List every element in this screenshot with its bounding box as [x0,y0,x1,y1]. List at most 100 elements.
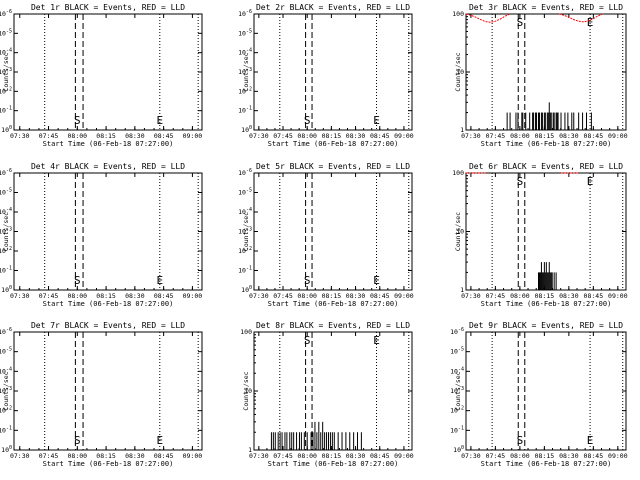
x-tick-label: 08:30 [559,452,579,460]
x-tick-label: 07:45 [486,452,506,460]
y-tick-label: 10-1 [450,425,464,434]
x-tick-label: 07:30 [249,292,269,300]
y-axis-label: Counts/sec [242,212,250,251]
plot-frame [13,13,203,131]
y-tick-label: 100 [1,125,12,134]
marker-s: S [517,434,524,447]
y-tick-label: 10 [456,68,464,76]
x-tick-label: 07:30 [249,452,269,460]
x-tick-label: 09:00 [608,292,628,300]
x-tick-label: 08:00 [297,292,317,300]
x-tick-label: 07:30 [10,452,30,460]
y-tick-label: 10 [244,387,252,395]
lld-curve [465,13,511,23]
x-tick-label: 08:15 [322,452,342,460]
marker-e: E [587,434,594,447]
y-axis-label: Counts/sec [454,52,462,91]
y-tick-label: 10-1 [238,106,252,115]
panel-det-3: Det 3r BLACK = Events, RED = LLD 07:30 07:… [452,3,627,148]
marker-s: S [517,175,524,188]
y-tick-label: 10-4 [238,207,252,216]
x-tick-label: 08:00 [68,132,88,140]
y-tick-label: 100 [241,285,252,294]
x-tick-label: 07:30 [10,292,30,300]
x-tick-label: 08:00 [510,452,530,460]
y-tick-label: 10-6 [450,327,464,336]
plot-frame [253,172,413,291]
plot-frame [465,13,627,131]
y-tick-label: 10-5 [238,188,252,197]
y-tick-label: 10-3 [238,227,252,236]
y-tick-label: 100 [1,285,12,294]
y-axis-label: Counts/sec [2,371,10,410]
marker-e: E [156,114,163,127]
panel-det-9: Det 9r BLACK = Events, RED = LLD 07:30 07:… [450,321,628,468]
y-tick-label: 10 [456,228,464,236]
panel-title: Det 1r BLACK = Events, RED = LLD [31,3,185,12]
y-tick-label: 1 [460,126,464,134]
y-tick-label: 10-1 [0,425,12,434]
y-tick-label: 10-3 [450,386,464,395]
x-tick-label: 08:45 [584,452,604,460]
marker-s: S [74,274,81,287]
x-tick-label: 09:00 [183,292,203,300]
x-tick-label: 08:15 [96,292,116,300]
x-tick-label: 08:45 [154,132,174,140]
marker-s: S [304,274,311,287]
x-tick-label: 09:00 [394,452,414,460]
y-tick-label: 10-2 [238,246,252,255]
y-tick-label: 1 [460,286,464,294]
x-tick-label: 08:00 [68,292,88,300]
x-tick-label: 08:00 [297,132,317,140]
x-tick-label: 08:45 [370,132,390,140]
x-tick-label: 08:00 [510,132,530,140]
y-tick-label: 10-6 [0,327,12,336]
y-tick-label: 10-3 [0,227,12,236]
panel-title: Det 8r BLACK = Events, RED = LLD [256,321,410,330]
marker-s: S [304,114,311,127]
y-tick-label: 10-5 [238,28,252,37]
x-tick-label: 07:45 [39,452,59,460]
x-tick-label: 07:45 [39,292,59,300]
y-tick-label: 10-5 [450,347,464,356]
y-tick-label: 100 [241,125,252,134]
x-tick-label: 08:15 [322,132,342,140]
x-tick-label: 08:30 [346,452,366,460]
x-tick-label: 08:30 [125,132,145,140]
panel-title: Det 5r BLACK = Events, RED = LLD [256,162,410,171]
x-tick-label: 08:45 [370,452,390,460]
x-axis-label: Start Time (06-Feb-18 07:27:00) [481,140,612,148]
panel-det-6: Det 6r BLACK = Events, RED = LLD 07:30 07:… [452,162,627,308]
y-axis-label: Counts/sec [454,371,462,410]
y-axis-label: Counts/sec [2,52,10,91]
y-tick-label: 10-4 [238,48,252,57]
panel-det-5: Det 5r BLACK = Events, RED = LLD 07:30 07:… [238,162,414,308]
x-tick-label: 08:00 [297,452,317,460]
x-tick-label: 08:00 [68,452,88,460]
x-tick-label: 08:45 [370,292,390,300]
y-tick-label: 10-3 [238,67,252,76]
x-tick-label: 07:45 [486,292,506,300]
x-tick-label: 08:15 [96,132,116,140]
y-tick-label: 10-6 [0,9,12,18]
x-axis-label: Start Time (06-Feb-18 07:27:00) [43,460,174,468]
x-tick-label: 08:15 [322,292,342,300]
lld-curve [558,13,604,23]
x-tick-label: 08:15 [96,452,116,460]
y-tick-label: 10-1 [238,266,252,275]
x-tick-label: 08:15 [535,292,555,300]
panel-title: Det 7r BLACK = Events, RED = LLD [31,321,185,330]
x-tick-label: 08:45 [584,132,604,140]
y-tick-label: 10-1 [0,266,12,275]
y-tick-label: 100 [240,328,252,336]
panel-title: Det 4r BLACK = Events, RED = LLD [31,162,185,171]
marker-s: S [74,434,81,447]
y-tick-label: 1 [248,446,252,454]
marker-e: E [373,114,380,127]
marker-e: E [373,334,380,347]
marker-e: E [587,16,594,29]
x-tick-label: 08:00 [510,292,530,300]
y-tick-label: 10-3 [0,67,12,76]
y-tick-label: 10-6 [0,168,12,177]
panel-det-2: Det 2r BLACK = Events, RED = LLD 07:30 07:… [238,3,414,148]
